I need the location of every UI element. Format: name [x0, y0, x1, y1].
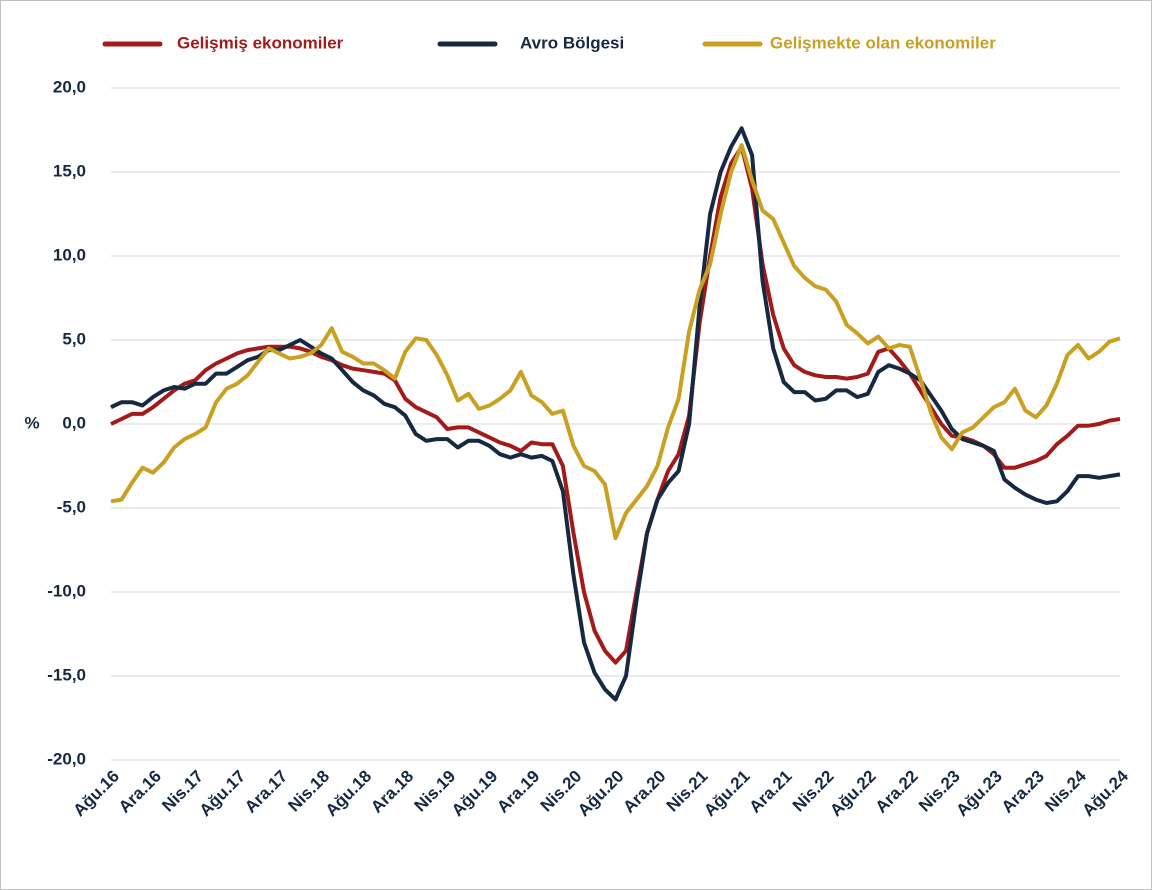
legend-label: Gelişmiş ekonomiler — [177, 33, 344, 52]
y-tick-label: 0,0 — [62, 413, 86, 432]
y-tick-label: -15,0 — [47, 665, 86, 684]
y-tick-label: 15,0 — [53, 161, 86, 180]
y-tick-label: 20,0 — [53, 77, 86, 96]
y-tick-label: 5,0 — [62, 329, 86, 348]
y-axis-label: % — [24, 413, 39, 432]
legend-label: Gelişmekte olan ekonomiler — [770, 33, 996, 52]
series-line — [110, 144, 1121, 665]
y-tick-label: -20,0 — [47, 749, 86, 768]
y-tick-label: -5,0 — [57, 497, 86, 516]
y-tick-label: -10,0 — [47, 581, 86, 600]
legend-label: Avro Bölgesi — [520, 33, 624, 52]
series-line — [110, 126, 1121, 702]
series-line — [110, 143, 1121, 541]
y-tick-label: 10,0 — [53, 245, 86, 264]
